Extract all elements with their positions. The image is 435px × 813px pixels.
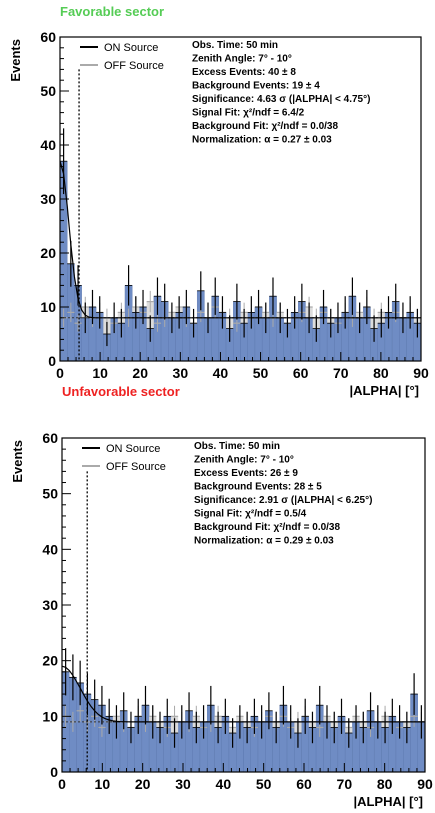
y-tick-label: 60 bbox=[42, 430, 58, 446]
y-axis-label: Events bbox=[10, 440, 25, 483]
y-tick-label: 30 bbox=[40, 191, 56, 207]
x-tick-label: 0 bbox=[56, 365, 64, 381]
y-tick-label: 60 bbox=[40, 29, 56, 45]
x-tick-label: 10 bbox=[95, 776, 111, 792]
x-tick-label: 20 bbox=[132, 365, 148, 381]
x-tick-label: 0 bbox=[58, 776, 66, 792]
y-tick-label: 10 bbox=[42, 708, 58, 724]
stat-line: Obs. Time: 50 min bbox=[194, 441, 280, 452]
stat-line: Signal Fit: χ²/ndf = 0.5/4 bbox=[194, 509, 307, 520]
x-tick-label: 10 bbox=[92, 365, 108, 381]
legend-off-label: OFF Source bbox=[106, 461, 166, 473]
favorable-panel: Favorable sector 0 10 20 30 40 50 60 70 80 90 0 10 20… bbox=[8, 4, 429, 398]
legend-on-label: ON Source bbox=[104, 42, 158, 54]
x-tick-label: 90 bbox=[413, 365, 429, 381]
stat-line: Significance: 4.63 σ (|ALPHA| < 4.75°) bbox=[192, 94, 370, 105]
stat-line: Zenith Angle: 7° - 10° bbox=[194, 455, 294, 466]
unfavorable-panel: Unfavorable sector 0 10 20 30 40 50 60 70 80 90 0 10… bbox=[10, 384, 433, 809]
stat-line: Normalization: α = 0.29 ± 0.03 bbox=[194, 536, 334, 547]
legend-on-label: ON Source bbox=[106, 443, 160, 455]
y-tick-label: 50 bbox=[40, 83, 56, 99]
x-axis-label: |ALPHA| [°] bbox=[353, 794, 423, 809]
stat-line: Excess Events: 40 ± 8 bbox=[192, 67, 296, 78]
x-tick-label: 70 bbox=[337, 776, 353, 792]
x-tick-label: 70 bbox=[333, 365, 349, 381]
x-tick-label: 40 bbox=[213, 365, 229, 381]
fit-curve bbox=[61, 665, 425, 723]
y-tick-label: 0 bbox=[48, 353, 56, 369]
x-tick-label: 50 bbox=[253, 365, 269, 381]
stat-line: Background Fit: χ²/ndf = 0.0/38 bbox=[194, 522, 340, 533]
x-tick-label: 80 bbox=[377, 776, 393, 792]
y-tick-label: 40 bbox=[42, 541, 58, 557]
stat-line: Background Events: 28 ± 5 bbox=[194, 482, 322, 493]
x-tick-label: 50 bbox=[256, 776, 272, 792]
stat-line: Background Events: 19 ± 4 bbox=[192, 81, 320, 92]
stat-line: Signal Fit: χ²/ndf = 6.4/2 bbox=[192, 108, 305, 119]
fit-curve bbox=[59, 161, 421, 319]
x-tick-label: 60 bbox=[293, 365, 309, 381]
stat-line: Significance: 2.91 σ (|ALPHA| < 6.25°) bbox=[194, 495, 372, 506]
x-tick-label: 90 bbox=[417, 776, 433, 792]
y-tick-label: 20 bbox=[40, 245, 56, 261]
y-axis-label: Events bbox=[8, 39, 23, 82]
x-axis-label: |ALPHA| [°] bbox=[349, 383, 419, 398]
stat-line: Zenith Angle: 7° - 10° bbox=[192, 54, 292, 65]
y-tick-label: 10 bbox=[40, 299, 56, 315]
legend-off-label: OFF Source bbox=[104, 60, 164, 72]
x-tick-label: 80 bbox=[373, 365, 389, 381]
y-tick-label: 30 bbox=[42, 597, 58, 613]
x-tick-label: 60 bbox=[296, 776, 312, 792]
stat-line: Obs. Time: 50 min bbox=[192, 40, 278, 51]
stat-line: Background Fit: χ²/ndf = 0.0/38 bbox=[192, 121, 338, 132]
x-tick-label: 40 bbox=[216, 776, 232, 792]
y-tick-label: 40 bbox=[40, 137, 56, 153]
off-source-bar bbox=[146, 301, 154, 329]
x-tick-label: 20 bbox=[135, 776, 151, 792]
stat-line: Excess Events: 26 ± 9 bbox=[194, 468, 298, 479]
stat-line: Normalization: α = 0.27 ± 0.03 bbox=[192, 135, 332, 146]
panel-title: Unfavorable sector bbox=[62, 384, 180, 399]
y-tick-label: 20 bbox=[42, 653, 58, 669]
x-tick-label: 30 bbox=[175, 776, 191, 792]
x-tick-label: 30 bbox=[173, 365, 189, 381]
y-tick-label: 0 bbox=[50, 764, 58, 780]
y-tick-label: 50 bbox=[42, 486, 58, 502]
panel-title: Favorable sector bbox=[60, 4, 164, 19]
